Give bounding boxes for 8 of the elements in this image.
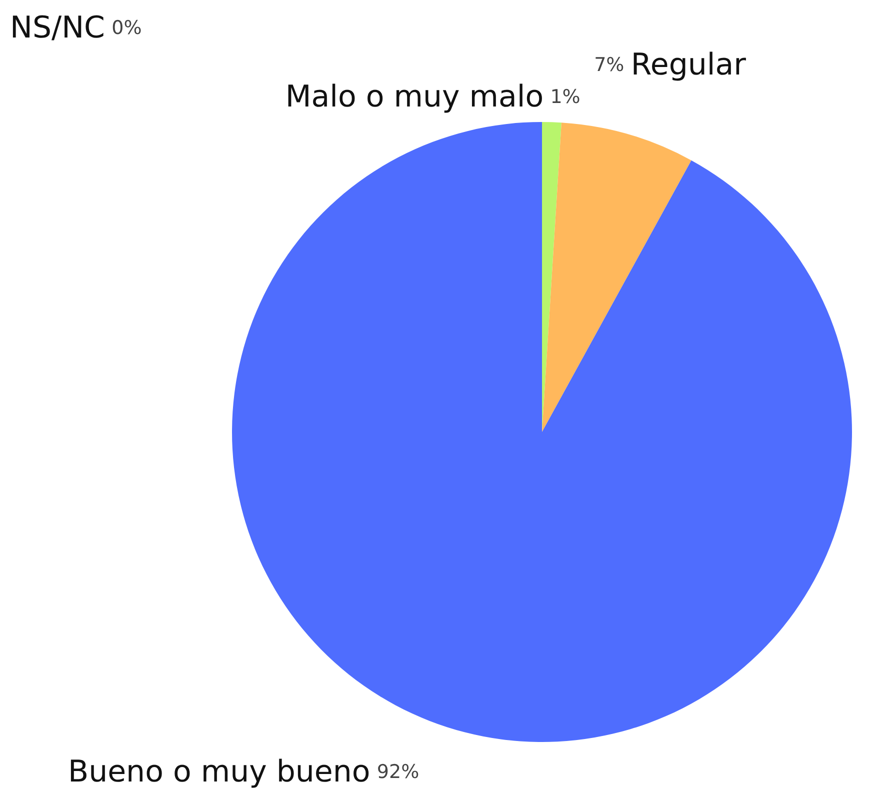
text: 0%: [112, 17, 142, 39]
data-label: 92%: [376, 761, 420, 783]
slice-label: Malo o muy malo: [285, 80, 544, 115]
data-label: 7%: [594, 54, 624, 76]
slice-label: Bueno o muy bueno: [68, 754, 370, 790]
slice-label: Regular: [630, 48, 747, 83]
data-label: 1%: [550, 86, 580, 108]
category-label: NS/NC: [10, 10, 105, 46]
